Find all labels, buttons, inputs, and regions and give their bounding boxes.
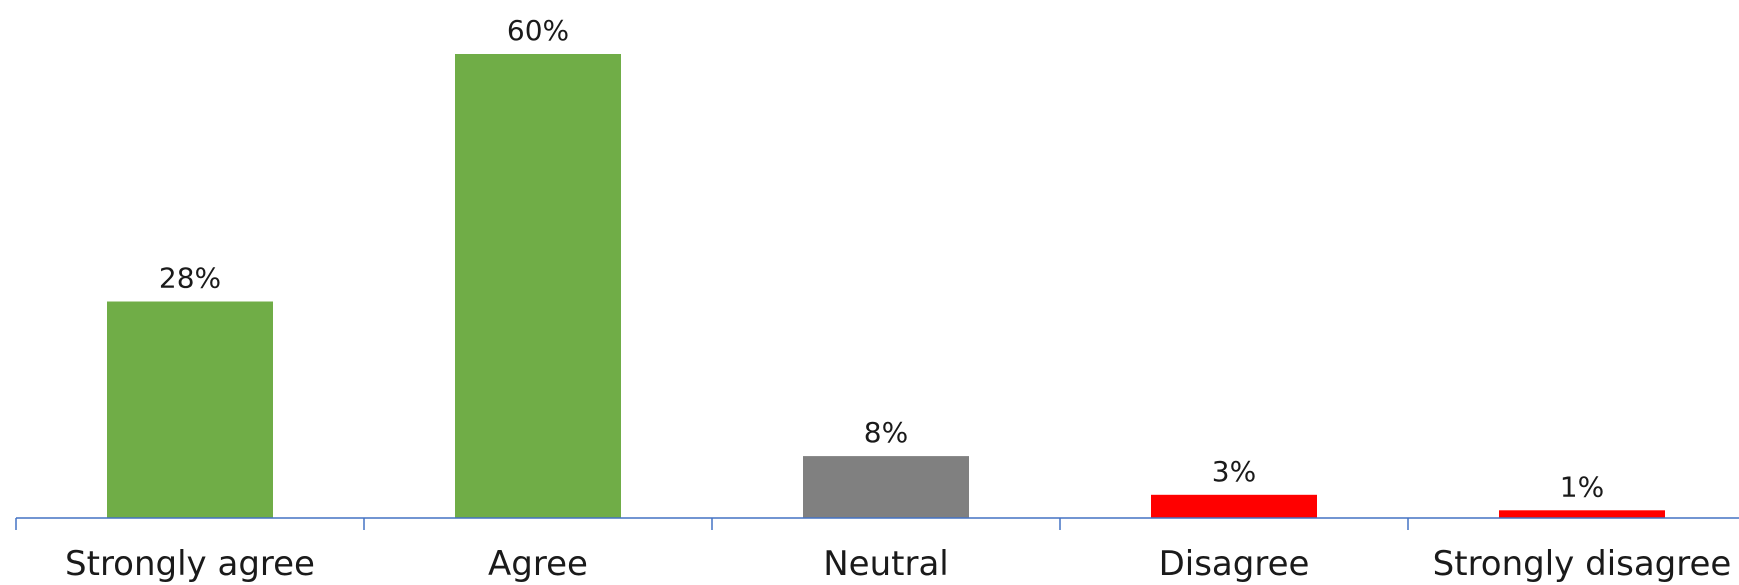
bars-group: [107, 54, 1665, 518]
bar-disagree: [1151, 494, 1317, 518]
x-axis: [15, 517, 1739, 530]
x-tick-labels-group: Strongly agree Agree Neutral Disagree Strong…: [65, 544, 1731, 584]
data-labels-group: 28% 60% 8% 3% 1%: [159, 14, 1604, 503]
x-tick-label: Strongly agree: [65, 544, 315, 584]
x-tick-label: Neutral: [823, 544, 949, 584]
bar-neutral: [803, 456, 969, 518]
bar-strongly-disagree: [1499, 510, 1665, 518]
x-tick-label: Disagree: [1159, 544, 1310, 584]
data-label: 28%: [159, 262, 221, 295]
data-label: 1%: [1560, 470, 1604, 503]
bar-strongly-agree: [107, 301, 273, 518]
x-tick-label: Agree: [488, 544, 588, 584]
data-label: 8%: [864, 416, 908, 449]
x-tick-label: Strongly disagree: [1433, 544, 1732, 584]
data-label: 60%: [507, 14, 569, 47]
data-label: 3%: [1212, 455, 1256, 488]
bar-agree: [455, 54, 621, 518]
